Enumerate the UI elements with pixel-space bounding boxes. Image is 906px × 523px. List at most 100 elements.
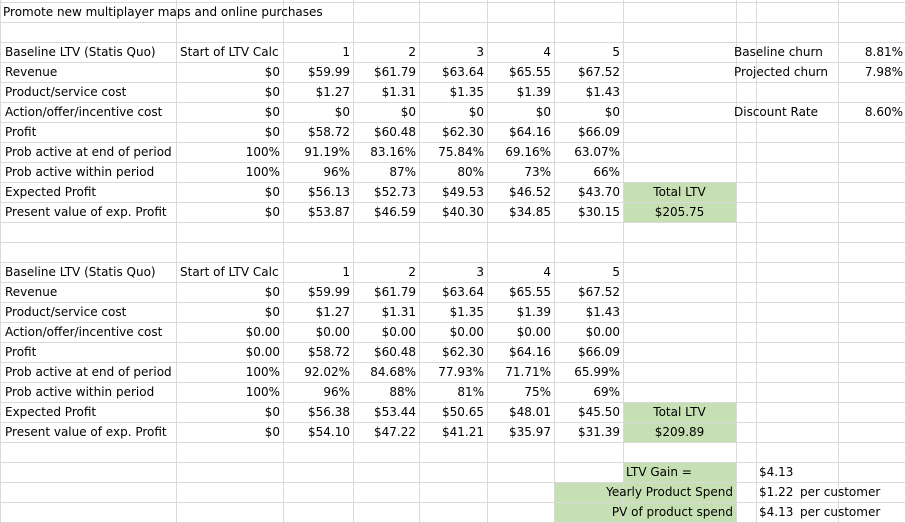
table2-row-label[interactable]: Prob active at end of period <box>5 365 172 379</box>
table1-value[interactable]: $60.48 <box>374 125 416 139</box>
table1-value[interactable]: $46.59 <box>374 205 416 219</box>
table1-value[interactable]: $59.99 <box>308 65 350 79</box>
ltv-gain-label[interactable]: LTV Gain = <box>626 465 692 479</box>
table2-value[interactable]: $45.50 <box>578 405 620 419</box>
table1-value[interactable]: $62.30 <box>442 125 484 139</box>
table2-value[interactable]: 96% <box>323 385 350 399</box>
table2-value[interactable]: $0.00 <box>585 325 620 339</box>
table2-value[interactable]: $1.35 <box>449 305 484 319</box>
yearly-spend-unit[interactable]: per customer <box>800 485 881 499</box>
table2-value[interactable]: $58.72 <box>308 345 350 359</box>
table2-start-value[interactable]: $0 <box>264 425 280 439</box>
table1-value[interactable]: $65.55 <box>509 65 551 79</box>
table1-value[interactable]: $0 <box>535 105 551 119</box>
table1-row-label[interactable]: Prob active within period <box>5 165 155 179</box>
table2-row-label[interactable]: Product/service cost <box>5 305 127 319</box>
sheet-title[interactable]: Promote new multiplayer maps and online … <box>3 5 323 19</box>
table2-value[interactable]: $1.39 <box>516 305 551 319</box>
table1-value[interactable]: $1.43 <box>585 85 620 99</box>
table1-value[interactable]: $0 <box>604 105 620 119</box>
table2-value[interactable]: $1.43 <box>585 305 620 319</box>
table1-period[interactable]: 4 <box>543 45 551 59</box>
table1-value[interactable]: $49.53 <box>442 185 484 199</box>
table2-start-label[interactable]: Start of LTV Calc <box>180 265 279 279</box>
table1-value[interactable]: $66.09 <box>578 125 620 139</box>
table1-value[interactable]: $0 <box>468 105 484 119</box>
table2-row-label[interactable]: Action/offer/incentive cost <box>5 325 163 339</box>
table1-value[interactable]: 80% <box>457 165 484 179</box>
ltv-gain-value[interactable]: $4.13 <box>759 465 794 479</box>
table2-value[interactable]: 65.99% <box>574 365 620 379</box>
table2-start-value[interactable]: $0.00 <box>245 345 280 359</box>
table2-value[interactable]: $64.16 <box>509 345 551 359</box>
table2-total-ltv-label[interactable]: Total LTV <box>653 405 706 419</box>
table1-total-ltv-value[interactable]: $205.75 <box>654 205 705 219</box>
table1-value[interactable]: 69.16% <box>505 145 551 159</box>
table1-row-label[interactable]: Product/service cost <box>5 85 127 99</box>
table2-start-value[interactable]: $0 <box>264 305 280 319</box>
table1-start-value[interactable]: $0 <box>264 85 280 99</box>
table1-value[interactable]: $1.31 <box>381 85 416 99</box>
table2-value[interactable]: $65.55 <box>509 285 551 299</box>
table2-row-label[interactable]: Present value of exp. Profit <box>5 425 167 439</box>
table1-period[interactable]: 2 <box>408 45 416 59</box>
table1-period[interactable]: 1 <box>342 45 350 59</box>
table2-value[interactable]: $63.64 <box>442 285 484 299</box>
discount-rate-label[interactable]: Discount Rate <box>734 105 819 119</box>
table1-value[interactable]: 66% <box>593 165 620 179</box>
table2-value[interactable]: $0.00 <box>516 325 551 339</box>
table2-value[interactable]: $62.30 <box>442 345 484 359</box>
table2-value[interactable]: $1.31 <box>381 305 416 319</box>
table1-value[interactable]: $58.72 <box>308 125 350 139</box>
table1-row-label[interactable]: Expected Profit <box>5 185 97 199</box>
table1-row-label[interactable]: Present value of exp. Profit <box>5 205 167 219</box>
table1-value[interactable]: $46.52 <box>509 185 551 199</box>
table1-value[interactable]: $0 <box>334 105 350 119</box>
projected-churn-value[interactable]: 7.98% <box>864 65 903 79</box>
table1-start-value[interactable]: 100% <box>245 145 280 159</box>
table2-value[interactable]: 71.71% <box>505 365 551 379</box>
table1-start-value[interactable]: $0 <box>264 65 280 79</box>
table2-value[interactable]: $0.00 <box>449 325 484 339</box>
table2-value[interactable]: 69% <box>593 385 620 399</box>
discount-rate-value[interactable]: 8.60% <box>864 105 903 119</box>
table2-value[interactable]: $35.97 <box>509 425 551 439</box>
table2-value[interactable]: 81% <box>457 385 484 399</box>
table2-value[interactable]: $67.52 <box>578 285 620 299</box>
table2-period[interactable]: 3 <box>476 265 484 279</box>
table1-value[interactable]: $63.64 <box>442 65 484 79</box>
table1-header-label[interactable]: Baseline LTV (Statis Quo) <box>5 45 156 59</box>
table2-value[interactable]: $0.00 <box>315 325 350 339</box>
table1-value[interactable]: $52.73 <box>374 185 416 199</box>
table2-start-value[interactable]: 100% <box>245 385 280 399</box>
table1-value[interactable]: 83.16% <box>370 145 416 159</box>
table2-start-value[interactable]: 100% <box>245 365 280 379</box>
pv-spend-label[interactable]: PV of product spend <box>611 505 733 519</box>
table1-value[interactable]: 96% <box>323 165 350 179</box>
table1-value[interactable]: $34.85 <box>509 205 551 219</box>
table2-value[interactable]: $48.01 <box>509 405 551 419</box>
projected-churn-label[interactable]: Projected churn <box>734 65 829 79</box>
table2-row-label[interactable]: Revenue <box>5 285 58 299</box>
table1-value[interactable]: $43.70 <box>578 185 620 199</box>
table1-value[interactable]: $1.39 <box>516 85 551 99</box>
table1-value[interactable]: $40.30 <box>442 205 484 219</box>
table2-row-label[interactable]: Prob active within period <box>5 385 155 399</box>
table2-period[interactable]: 4 <box>543 265 551 279</box>
baseline-churn-label[interactable]: Baseline churn <box>734 45 823 59</box>
table2-row-label[interactable]: Profit <box>5 345 37 359</box>
table1-row-label[interactable]: Prob active at end of period <box>5 145 172 159</box>
table1-start-label[interactable]: Start of LTV Calc <box>180 45 279 59</box>
table1-value[interactable]: $64.16 <box>509 125 551 139</box>
table2-start-value[interactable]: $0 <box>264 405 280 419</box>
table1-period[interactable]: 5 <box>612 45 620 59</box>
table1-period[interactable]: 3 <box>476 45 484 59</box>
table1-value[interactable]: 91.19% <box>304 145 350 159</box>
table1-value[interactable]: $1.35 <box>449 85 484 99</box>
table2-value[interactable]: 84.68% <box>370 365 416 379</box>
table2-total-ltv-value[interactable]: $209.89 <box>654 425 705 439</box>
table2-value[interactable]: $50.65 <box>442 405 484 419</box>
table2-start-value[interactable]: $0.00 <box>245 325 280 339</box>
table1-start-value[interactable]: $0 <box>264 185 280 199</box>
table2-start-value[interactable]: $0 <box>264 285 280 299</box>
